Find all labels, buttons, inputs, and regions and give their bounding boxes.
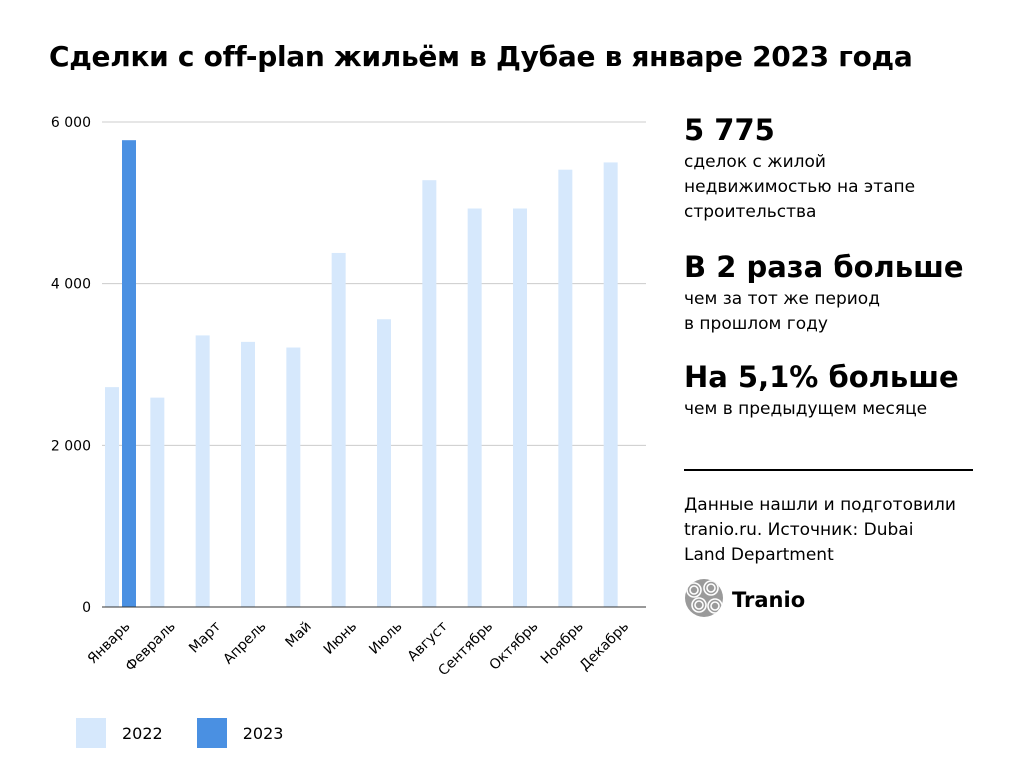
x-tick-label: Февраль xyxy=(123,619,179,675)
bar-2022 xyxy=(558,169,573,608)
chart-legend: 2022 2023 xyxy=(76,718,317,748)
bar-2022 xyxy=(467,208,482,607)
bar-2022 xyxy=(286,347,301,607)
stat-mom-caption: чем в предыдущем месяце xyxy=(684,399,928,419)
x-tick-label: Июнь xyxy=(321,619,360,658)
stat-total-value: 5 775 xyxy=(684,113,775,147)
source-note: Данные нашли и подготовили tranio.ru. Ис… xyxy=(684,495,956,565)
stat-mom-value: На 5,1% больше xyxy=(684,360,959,394)
bar-2022 xyxy=(377,319,391,607)
x-tick-label: Октябрь xyxy=(486,619,541,674)
brand-name: Tranio xyxy=(732,588,806,612)
x-tick-label: Декабрь xyxy=(577,619,632,674)
legend-item-2022: 2022 xyxy=(76,718,163,748)
stat-block-mom: На 5,1% больше чем в предыдущем месяце xyxy=(684,357,984,422)
stats-panel: 5 775 сделок с жилой недвижимостью на эт… xyxy=(684,110,984,422)
bar-2022 xyxy=(105,387,119,607)
bar-2022 xyxy=(331,252,346,607)
divider xyxy=(684,469,973,471)
brand: Tranio xyxy=(684,578,805,622)
stat-block-yoy: В 2 раза больше чем за тот же период в п… xyxy=(684,247,984,337)
stat-yoy-caption: чем за тот же период в прошлом году xyxy=(684,289,880,334)
x-tick-label: Март xyxy=(186,619,224,657)
y-tick-label: 4 000 xyxy=(51,277,91,293)
y-tick-label: 0 xyxy=(82,600,91,616)
bar-2022 xyxy=(422,180,437,607)
legend-swatch-2023 xyxy=(196,718,227,748)
bar-2022 xyxy=(150,397,165,607)
stat-block-total: 5 775 сделок с жилой недвижимостью на эт… xyxy=(684,110,984,225)
y-tick-label: 6 000 xyxy=(51,115,91,131)
bar-2022 xyxy=(195,335,210,607)
y-tick-label: 2 000 xyxy=(51,438,91,454)
bar-2022 xyxy=(241,341,255,607)
x-tick-label: Апрель xyxy=(220,619,269,668)
legend-item-2023: 2023 xyxy=(196,718,284,748)
legend-label-2023: 2023 xyxy=(242,723,284,743)
x-tick-label: Август xyxy=(405,619,451,665)
bar-2023 xyxy=(122,140,136,607)
bar-2022 xyxy=(513,208,527,607)
bar-2022 xyxy=(603,162,618,607)
legend-label-2022: 2022 xyxy=(122,723,163,743)
x-tick-label: Июль xyxy=(366,619,405,658)
page-title: Сделки с off-plan жильём в Дубае в январ… xyxy=(49,40,913,73)
stat-yoy-value: В 2 раза больше xyxy=(684,250,964,284)
x-tick-label: Май xyxy=(282,619,314,651)
legend-swatch-2022 xyxy=(76,718,106,748)
stat-total-caption: сделок с жилой недвижимостью на этапе ст… xyxy=(684,152,916,222)
tranio-logo-icon xyxy=(684,578,724,622)
